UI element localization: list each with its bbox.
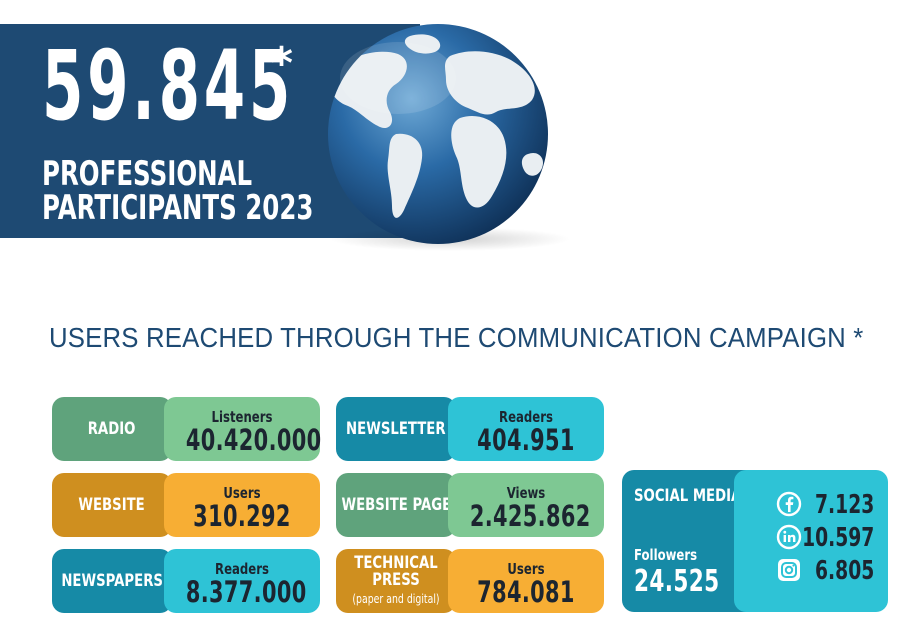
participants-number: 59.845: [42, 30, 295, 142]
tile-label-main: TECHNICAL PRESS: [354, 552, 438, 590]
tile-value-bg: Users 310.292: [164, 473, 320, 537]
social-value: 6.805: [814, 556, 874, 586]
social-row-linkedin: 10.597: [776, 523, 888, 553]
globe-image: [300, 14, 590, 254]
tile-value: 8.377.000: [185, 575, 307, 609]
social-values-bg: 7.123 10.597 6.805: [734, 470, 888, 612]
participants-asterisk: *: [270, 38, 294, 89]
participants-label-line1: PROFESSIONAL: [42, 154, 253, 194]
social-followers-total: 24.525: [634, 564, 720, 599]
tile-label-bg: WEBSITE PAGE: [336, 473, 456, 537]
tile-label-bg: NEWSLETTER: [336, 397, 456, 461]
tile-caption: Listeners: [211, 408, 273, 426]
tile-value-bg: Listeners 40.420.000: [164, 397, 322, 461]
instagram-icon: [776, 557, 802, 583]
social-row-facebook: 7.123: [776, 490, 888, 520]
tile-label: WEBSITE: [78, 494, 146, 515]
tile-caption: Users: [223, 484, 261, 502]
tile-value-bg: Readers 8.377.000: [164, 549, 320, 613]
tile-label: WEBSITE PAGE: [341, 494, 451, 515]
tile-label: NEWSPAPERS: [61, 570, 163, 591]
tile-value: 784.081: [477, 575, 575, 609]
tile-value: 40.420.000: [185, 423, 322, 457]
tile-label-bg: NEWSPAPERS: [52, 549, 172, 613]
section-title: USERS REACHED THROUGH THE COMMUNICATION …: [49, 322, 864, 353]
tile-value: 2.425.862: [469, 499, 591, 533]
tile-value: 404.951: [477, 423, 575, 457]
social-value: 7.123: [814, 490, 874, 520]
tile-value-bg: Readers 404.951: [448, 397, 604, 461]
social-value: 10.597: [801, 523, 874, 553]
linkedin-icon: [776, 524, 802, 550]
tile-caption: Readers: [215, 560, 269, 578]
tile-label-bg: WEBSITE: [52, 473, 172, 537]
social-row-instagram: 6.805: [776, 556, 888, 586]
tile-label-note: (paper and digital): [352, 591, 440, 606]
tile-value-bg: Views 2.425.862: [448, 473, 604, 537]
tile-caption: Readers: [499, 408, 553, 426]
tile-caption: Views: [506, 484, 546, 502]
social-title: SOCIAL MEDIA: [634, 486, 742, 506]
tile-label: TECHNICAL PRESS (paper and digital): [349, 552, 443, 608]
tile-label-bg: RADIO: [52, 397, 172, 461]
participants-label-line2: PARTICIPANTS 2023: [42, 188, 314, 228]
tile-label: RADIO: [88, 418, 136, 439]
facebook-icon: [776, 491, 802, 517]
social-followers-label: Followers: [634, 546, 698, 564]
tile-value-bg: Users 784.081: [448, 549, 604, 613]
tile-label-bg: TECHNICAL PRESS (paper and digital): [336, 549, 456, 613]
tile-caption: Users: [507, 560, 545, 578]
tile-value: 310.292: [193, 499, 291, 533]
tile-social-media: SOCIAL MEDIA Followers 24.525 7.123 10.5…: [622, 470, 888, 612]
tile-label: NEWSLETTER: [346, 418, 446, 439]
